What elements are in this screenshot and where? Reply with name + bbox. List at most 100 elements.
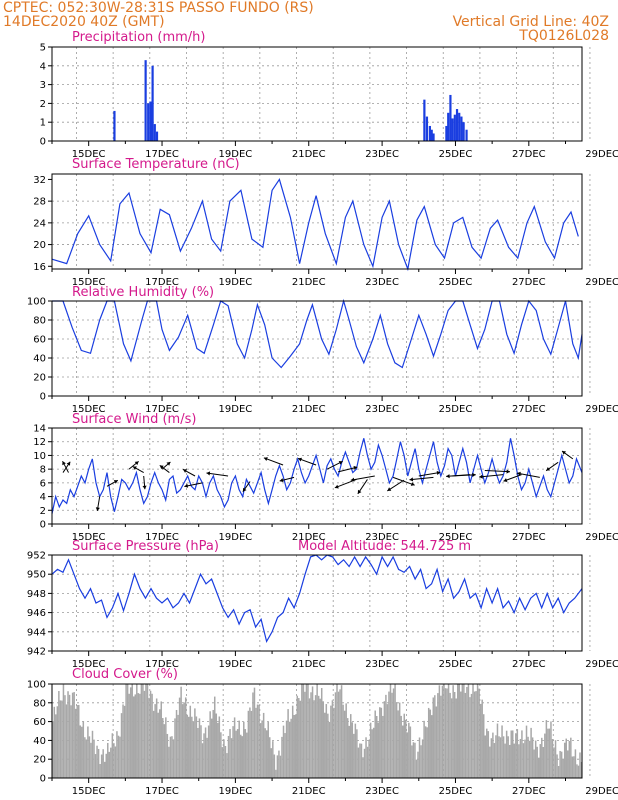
cloud-cover-bar <box>574 749 577 778</box>
cloud-cover-bar <box>382 715 384 778</box>
cloud-cover-bar <box>177 714 179 778</box>
cloud-cover-bar <box>132 696 135 778</box>
rh-ytick-label: 20 <box>33 373 46 384</box>
cloud-cover-bar <box>345 703 347 778</box>
cloud-cover-bar <box>204 727 207 778</box>
cloud-cover-bar <box>394 684 396 778</box>
cloud-cover-bar <box>356 729 358 778</box>
cloud-cover-bar <box>528 740 531 778</box>
cloud-cover-bar <box>325 704 328 778</box>
wind-vector-head <box>410 482 415 486</box>
cloud-cover-bar <box>94 754 97 778</box>
rh-ytick-label: 100 <box>27 297 46 308</box>
cloud-cover-bar <box>119 736 121 778</box>
cloud-xtick-label: 15DEC <box>72 786 106 797</box>
cloud-cover-bar <box>215 713 218 778</box>
cloud-cover-bar <box>111 733 114 778</box>
pressure-ytick-label: 950 <box>27 570 46 581</box>
cloud-cover-bar <box>516 729 519 778</box>
cloud-cover-bar <box>298 698 300 778</box>
cloud-xtick-label: 25DEC <box>439 786 473 797</box>
wind-vector-head <box>113 480 118 484</box>
precip-bar <box>460 116 463 141</box>
cloud-cover-bar <box>146 684 149 778</box>
cloud-cover-bar <box>58 691 60 778</box>
cloud-cover-bar <box>513 743 516 778</box>
cloud-cover-bar <box>411 745 413 778</box>
cloud-cover-bar <box>568 741 571 778</box>
cloud-xtick-label: 19DEC <box>219 786 253 797</box>
cloud-cover-bar <box>340 685 343 778</box>
pressure-xtick-label: 19DEC <box>219 659 253 670</box>
precip-ytick-label: 1 <box>40 118 46 129</box>
cloud-cover-bar <box>466 686 468 778</box>
cloud-cover-bar <box>70 705 72 778</box>
cloud-cover-bar <box>236 729 239 778</box>
wind-vector <box>446 474 471 477</box>
temp-ytick-label: 32 <box>33 175 46 186</box>
precip-bar <box>425 116 429 141</box>
cloud-cover-bar <box>435 706 438 778</box>
cloud-cover-bar <box>499 737 502 778</box>
rh-frame <box>51 300 583 397</box>
wind-xtick-label: 27DEC <box>512 532 546 543</box>
cloud-cover-bar <box>380 707 383 778</box>
pressure-ytick-label: 944 <box>27 627 46 638</box>
cloud-cover-bar <box>213 696 216 778</box>
header-location: CPTEC: 052:30W-28:31S PASSO FUNDO (RS) <box>3 0 314 16</box>
cloud-cover-bar <box>296 695 299 778</box>
wind-vector <box>206 472 229 477</box>
cloud-cover-bar <box>253 687 256 778</box>
cloud-cover-title: Cloud Cover (%) <box>72 667 178 682</box>
cloud-cover-bar <box>165 717 167 778</box>
cloud-cover-bar <box>81 726 83 778</box>
cloud-cover-bar <box>117 735 120 778</box>
cloud-cover-bar <box>288 721 291 778</box>
cloud-cover-bar <box>217 722 219 778</box>
wind-vector-head <box>506 469 511 474</box>
wind-vector-head <box>546 467 551 471</box>
cloud-cover-bar <box>557 765 560 778</box>
cloud-cover-bar <box>184 697 187 778</box>
cloud-cover-bar <box>220 732 222 778</box>
rh-ytick-label: 40 <box>33 354 46 365</box>
cloud-cover-bar <box>447 684 450 778</box>
pressure-xtick-label: 25DEC <box>439 659 473 670</box>
cloud-cover-bar <box>186 714 188 778</box>
rh-xtick-label: 17DEC <box>145 404 179 415</box>
temp-series-line <box>51 177 579 272</box>
pressure-xtick-label: 15DEC <box>72 659 106 670</box>
cloud-cover-bar <box>163 724 166 778</box>
cloud-cover-bar <box>434 695 436 778</box>
rh-ytick-label: 80 <box>33 316 46 327</box>
pressure-xtick-label: 17DEC <box>145 659 179 670</box>
cloud-ytick-label: 20 <box>33 755 46 766</box>
cloud-cover-bar <box>372 727 375 778</box>
pressure-xtick-label: 27DEC <box>512 659 546 670</box>
cloud-cover-bar <box>371 729 373 778</box>
pressure-xtick-label: 21DEC <box>292 659 326 670</box>
cloud-cover-bar <box>504 743 506 778</box>
wind-vector <box>392 476 415 486</box>
precip-bar <box>153 124 156 141</box>
wind-ytick-label: 0 <box>40 520 46 531</box>
cloud-cover-bar <box>294 714 297 778</box>
cloud-cover-bar <box>489 746 491 778</box>
cloud-cover-bar <box>565 738 567 778</box>
cloud-cover-bar <box>383 701 386 778</box>
cloud-cover-bar <box>545 720 548 778</box>
cloud-cover-bar <box>140 684 143 778</box>
cloud-cover-bar <box>61 700 63 778</box>
pressure-ytick-label: 948 <box>27 589 46 600</box>
cloud-cover-bar <box>200 725 202 778</box>
cloud-cover-bar <box>481 699 483 778</box>
precipitation-title: Precipitation (mm/h) <box>72 30 205 45</box>
cloud-cover-bar <box>139 693 141 778</box>
cloud-cover-bar <box>339 689 341 778</box>
cloud-cover-bar <box>77 704 80 778</box>
cloud-cover-bar <box>265 730 268 778</box>
rh-xtick-label: 19DEC <box>219 404 253 415</box>
cloud-cover-bar <box>414 742 416 778</box>
temp-xtick-label: 19DEC <box>219 277 253 288</box>
cloud-cover-bar <box>418 737 421 778</box>
